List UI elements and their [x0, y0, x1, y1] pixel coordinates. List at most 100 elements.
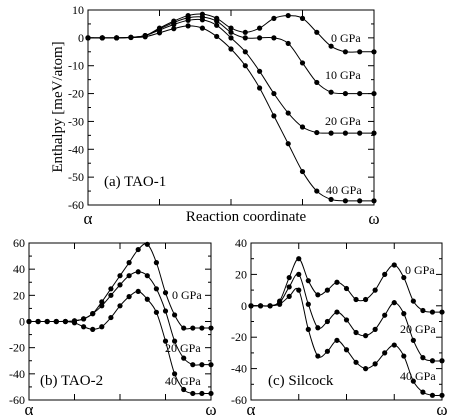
data-point: [285, 110, 291, 116]
data-point: [286, 284, 292, 290]
chart-panel-2: 60 40 20 0 -20 -40 -60 0 GPa 20 GPa 40 GPa (b) TAO…: [9, 236, 217, 416]
data-point: [328, 130, 334, 136]
data-point: [410, 378, 416, 384]
data-point: [343, 317, 350, 323]
data-point: [305, 301, 311, 307]
data-point: [44, 318, 50, 325]
data-point: [305, 326, 311, 332]
series-label: 40 GPa: [165, 374, 201, 388]
data-point: [242, 49, 248, 55]
y-tick-label: -60: [68, 198, 84, 212]
data-point: [228, 29, 234, 35]
data-point: [99, 303, 105, 309]
data-point: [371, 130, 377, 136]
data-point: [135, 269, 141, 275]
data-point: [315, 353, 321, 359]
data-point: [285, 141, 291, 147]
data-point: [391, 342, 397, 348]
data-point: [156, 30, 163, 36]
data-point: [372, 361, 378, 367]
data-point: [343, 285, 350, 292]
data-point: [391, 262, 397, 268]
y-tick-label: -40: [9, 367, 25, 381]
data-point: [314, 129, 320, 136]
data-point: [363, 333, 369, 339]
data-point: [296, 287, 302, 293]
data-point: [99, 299, 105, 305]
panel-label: (b) TAO-2: [40, 373, 103, 389]
data-point: [382, 312, 388, 318]
data-point: [410, 298, 416, 304]
data-point: [172, 338, 178, 344]
data-point: [214, 33, 220, 40]
data-point: [429, 309, 436, 315]
data-point: [357, 130, 363, 136]
data-point: [299, 168, 306, 175]
y-tick-label: -40: [231, 362, 247, 376]
data-point: [128, 34, 134, 41]
y-tick-label: 40: [235, 236, 247, 250]
data-point: [420, 355, 426, 361]
data-point: [353, 329, 359, 336]
data-point: [357, 49, 363, 55]
data-point: [99, 35, 105, 41]
x-end-label: ω: [368, 209, 379, 228]
data-point: [62, 318, 68, 325]
data-point: [271, 113, 277, 119]
data-point: [248, 303, 254, 309]
data-point: [371, 49, 377, 55]
data-point: [363, 296, 369, 303]
data-point: [299, 124, 306, 130]
y-tick-label: -20: [68, 87, 84, 101]
data-point: [181, 325, 187, 331]
data-point: [429, 358, 436, 364]
data-point: [267, 303, 273, 309]
data-point: [353, 296, 359, 303]
y-tick-label: 60: [13, 236, 25, 250]
data-point: [26, 318, 32, 325]
y-tick-label: -40: [68, 142, 84, 156]
data-point: [199, 17, 205, 23]
data-point: [117, 273, 123, 279]
data-point: [90, 326, 96, 332]
data-point: [353, 359, 359, 365]
data-point: [342, 49, 348, 55]
y-tick-label: -50: [68, 170, 84, 184]
data-point: [286, 293, 292, 299]
data-point: [410, 337, 416, 343]
data-point: [439, 309, 445, 315]
y-tick-label: -60: [9, 393, 25, 407]
data-point: [190, 325, 196, 331]
data-point: [382, 350, 388, 356]
data-point: [429, 392, 436, 398]
data-point: [299, 60, 306, 66]
data-point: [199, 390, 205, 397]
data-point: [343, 347, 350, 353]
y-tick-label: -60: [231, 393, 247, 407]
panel-label: (a) TAO-1: [104, 174, 166, 190]
data-point: [135, 246, 141, 253]
data-point: [199, 362, 205, 368]
data-point: [185, 23, 191, 29]
data-point: [228, 35, 234, 41]
y-tick-label: 0: [19, 315, 25, 329]
y-tick-label: -20: [9, 341, 25, 355]
data-point: [314, 188, 320, 194]
data-point: [296, 271, 302, 277]
data-point: [342, 198, 348, 204]
y-tick-label: 10: [72, 3, 84, 17]
data-point: [85, 35, 91, 41]
x-end-label: ω: [205, 400, 216, 416]
data-point: [334, 337, 340, 343]
series-label: 10 GPa: [325, 68, 361, 82]
data-point: [334, 279, 340, 285]
x-axis-label: Reaction coordinate: [186, 209, 307, 225]
data-point: [81, 324, 87, 330]
data-point: [242, 35, 248, 41]
data-point: [299, 15, 306, 21]
data-point: [228, 46, 234, 52]
data-point: [371, 90, 377, 97]
series-label: 0 GPa: [405, 263, 435, 277]
data-point: [126, 273, 132, 279]
